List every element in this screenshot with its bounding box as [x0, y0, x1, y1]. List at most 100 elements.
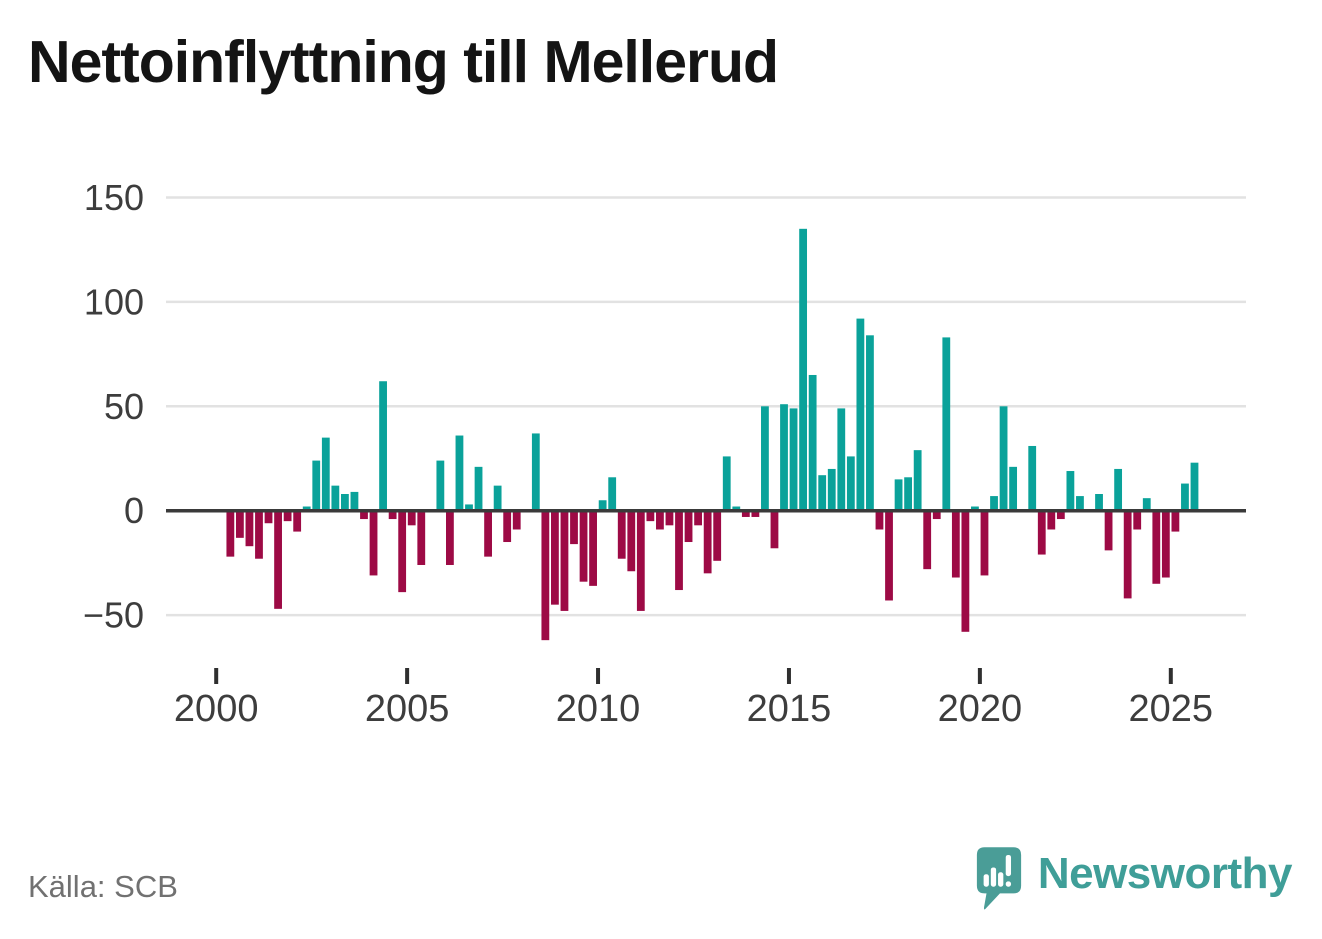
bar — [598, 500, 607, 511]
bar — [1009, 466, 1018, 511]
bar — [675, 510, 683, 591]
bar — [1142, 498, 1151, 511]
newsworthy-bubble-icon — [976, 847, 1021, 910]
bar — [684, 510, 693, 543]
bar — [780, 404, 788, 511]
bar — [1171, 510, 1180, 532]
bar — [751, 510, 760, 517]
bar — [369, 510, 378, 576]
bar — [1095, 494, 1103, 511]
bar — [837, 408, 846, 511]
bar — [1190, 462, 1199, 511]
bar — [656, 510, 664, 530]
bar — [1047, 510, 1056, 530]
bar — [302, 506, 311, 511]
bar — [388, 510, 397, 520]
bar — [350, 491, 359, 511]
x-tick-label: 2005 — [365, 688, 450, 730]
bar — [856, 318, 865, 511]
bar — [818, 475, 827, 511]
bar — [321, 437, 330, 511]
y-tick-label: 0 — [124, 490, 144, 531]
bar — [617, 510, 626, 559]
bar — [446, 510, 454, 565]
bar — [999, 406, 1008, 511]
bar — [283, 510, 292, 522]
bar — [493, 485, 502, 511]
bar — [331, 485, 340, 511]
bar — [531, 433, 540, 511]
bar — [551, 510, 559, 605]
bar — [932, 510, 941, 520]
bar — [885, 510, 893, 601]
bar — [799, 228, 808, 511]
bar — [255, 510, 263, 559]
bar — [226, 510, 235, 557]
logo-bar-3 — [997, 872, 1004, 887]
x-tick-label: 2010 — [556, 688, 641, 730]
bar — [770, 510, 779, 549]
bar — [417, 510, 426, 565]
bar — [875, 510, 884, 530]
source-label: Källa: SCB — [28, 869, 178, 904]
bar — [1104, 510, 1113, 551]
bar — [398, 510, 407, 593]
bar — [608, 477, 617, 511]
bar — [274, 510, 282, 609]
bar — [455, 435, 464, 511]
bar — [627, 510, 636, 572]
bar — [579, 510, 588, 582]
bar — [789, 408, 798, 511]
bar — [703, 510, 712, 574]
bar — [264, 510, 273, 524]
bar — [589, 510, 597, 586]
newsworthy-logo: Newsworthy — [974, 842, 1293, 914]
bar — [379, 381, 387, 511]
bar — [341, 494, 349, 511]
bar — [808, 374, 817, 511]
bar — [512, 510, 521, 530]
bar — [1161, 510, 1170, 578]
bar — [894, 479, 903, 511]
bar — [646, 510, 655, 522]
y-tick-label: 150 — [84, 177, 144, 218]
bar — [961, 510, 970, 632]
bar — [541, 510, 550, 641]
bar — [245, 510, 254, 547]
bar — [866, 335, 874, 511]
bar — [904, 477, 913, 511]
bar — [980, 510, 989, 576]
bar — [1114, 468, 1123, 511]
logo-exclamation-dot — [1005, 881, 1011, 887]
y-tick-label: 50 — [104, 386, 144, 427]
bar — [1133, 510, 1142, 530]
bar — [503, 510, 512, 543]
logo-exclamation-bar — [1005, 854, 1011, 877]
bar — [722, 456, 731, 511]
logo-bar-2 — [990, 867, 996, 887]
x-tick-label: 2025 — [1129, 688, 1214, 730]
y-tick-label: −50 — [83, 595, 144, 636]
bar — [1037, 510, 1046, 555]
bar — [713, 510, 722, 561]
bar — [312, 460, 321, 511]
bar — [694, 510, 702, 526]
newsworthy-wordmark: Newsworthy — [1037, 849, 1293, 898]
bar — [990, 496, 998, 511]
bar — [951, 510, 960, 578]
bar — [474, 466, 483, 511]
bar — [761, 406, 769, 511]
bar — [465, 504, 473, 511]
bar — [1076, 496, 1084, 511]
bar — [1056, 510, 1065, 520]
bar — [407, 510, 416, 526]
x-tick-label: 2020 — [938, 688, 1023, 730]
bar — [1028, 445, 1037, 511]
bar — [560, 510, 569, 611]
bar — [1181, 483, 1189, 511]
bar — [971, 506, 979, 511]
bar — [913, 450, 922, 511]
bar — [293, 510, 302, 532]
bar — [235, 510, 244, 538]
bar — [846, 456, 855, 511]
